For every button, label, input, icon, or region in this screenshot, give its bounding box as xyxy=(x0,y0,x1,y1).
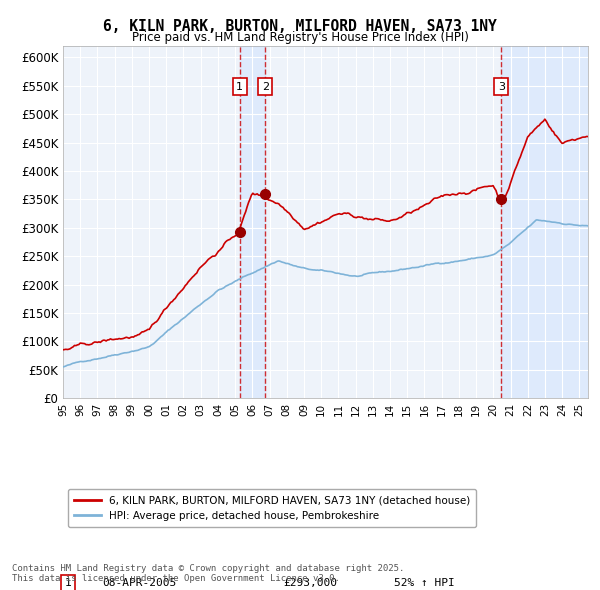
Text: 2: 2 xyxy=(262,81,269,91)
Bar xyxy=(240,46,265,398)
Text: 6, KILN PARK, BURTON, MILFORD HAVEN, SA73 1NY: 6, KILN PARK, BURTON, MILFORD HAVEN, SA7… xyxy=(103,19,497,34)
Text: Price paid vs. HM Land Registry's House Price Index (HPI): Price paid vs. HM Land Registry's House … xyxy=(131,31,469,44)
Text: Contains HM Land Registry data © Crown copyright and database right 2025.
This d: Contains HM Land Registry data © Crown c… xyxy=(12,563,404,583)
Text: 08-APR-2005: 08-APR-2005 xyxy=(103,578,176,588)
Text: £293,000: £293,000 xyxy=(284,578,337,588)
Legend: 6, KILN PARK, BURTON, MILFORD HAVEN, SA73 1NY (detached house), HPI: Average pri: 6, KILN PARK, BURTON, MILFORD HAVEN, SA7… xyxy=(68,489,476,527)
Text: 3: 3 xyxy=(498,81,505,91)
Text: 1: 1 xyxy=(65,578,72,588)
Text: 1: 1 xyxy=(236,81,243,91)
Bar xyxy=(501,46,588,398)
Text: 52% ↑ HPI: 52% ↑ HPI xyxy=(394,578,455,588)
